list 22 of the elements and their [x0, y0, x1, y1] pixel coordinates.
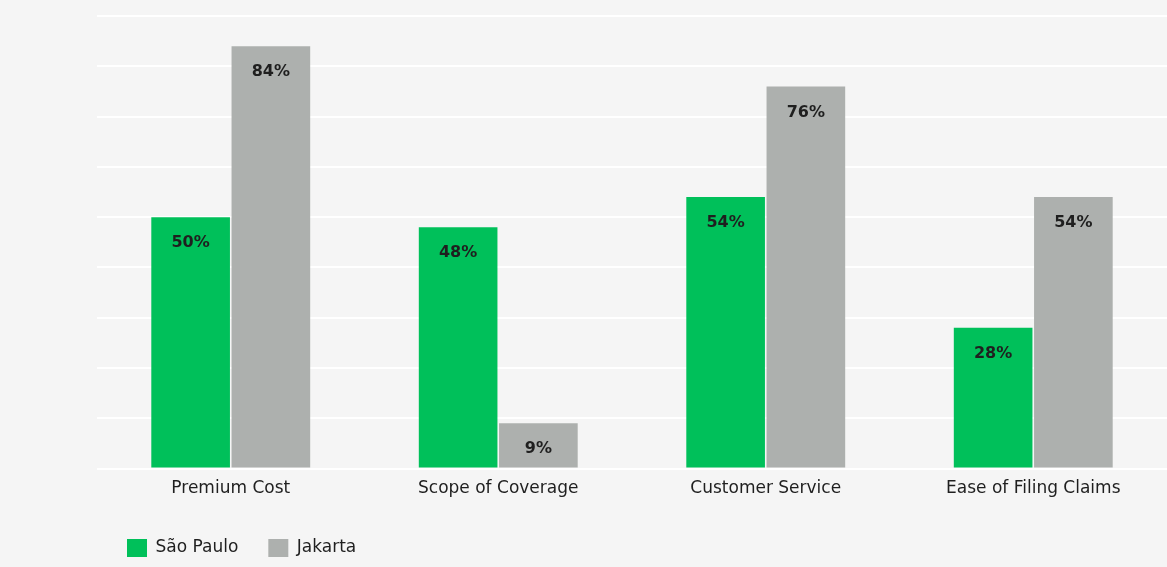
data-label: 84% — [251, 61, 291, 81]
data-label: 54% — [706, 212, 745, 232]
data-label: 28% — [973, 342, 1013, 362]
x-tick-label: Scope of Coverage — [418, 477, 579, 498]
bar — [686, 197, 765, 468]
x-tick-label: Customer Service — [690, 477, 842, 498]
bar — [418, 227, 498, 468]
bar — [953, 327, 1033, 468]
x-tick-label: Ease of Filing Claims — [946, 477, 1121, 498]
legend-label: São Paulo — [155, 536, 239, 557]
x-tick-label: Premium Cost — [171, 477, 291, 498]
bar — [151, 217, 230, 468]
data-label: 54% — [1054, 212, 1093, 232]
bar — [1034, 197, 1113, 468]
data-label: 76% — [786, 101, 826, 121]
data-label: 50% — [171, 232, 210, 252]
bar — [766, 86, 846, 468]
legend-label: Jakarta — [295, 536, 357, 557]
data-label: 48% — [438, 242, 478, 262]
data-label: 9% — [524, 438, 552, 458]
bar — [231, 46, 311, 468]
bar — [499, 423, 578, 468]
